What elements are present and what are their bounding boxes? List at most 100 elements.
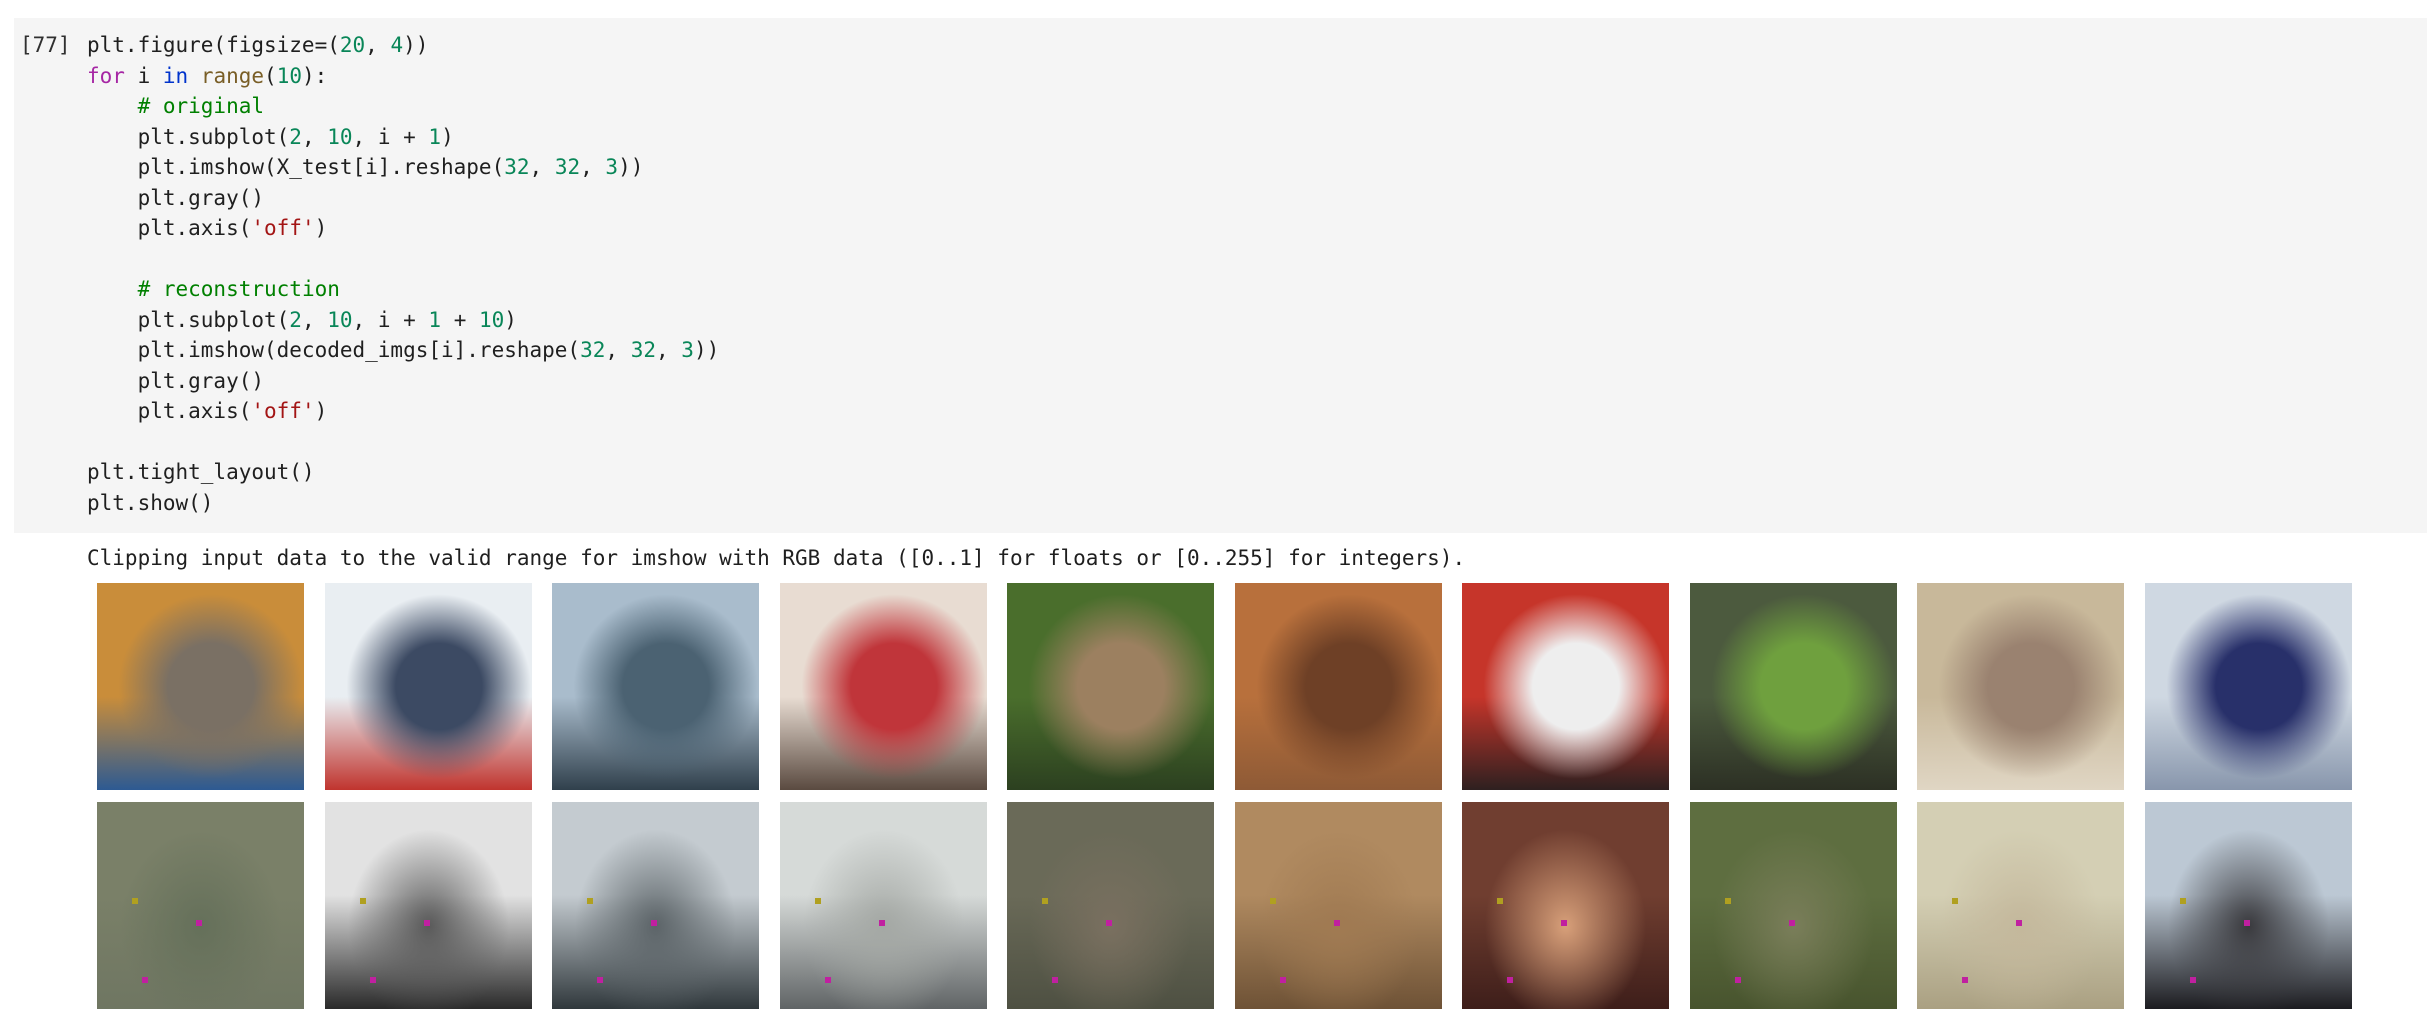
code-line — [87, 427, 719, 458]
reconstructed-image-2 — [325, 802, 532, 1009]
code-token: , — [655, 338, 682, 362]
code-line: plt.show() — [87, 488, 719, 519]
code-line: for i in range(10): — [87, 61, 719, 92]
code-token: , — [301, 124, 328, 149]
artifact-pixel — [1962, 977, 1968, 983]
code-token: 10 — [327, 307, 353, 332]
code-editor[interactable]: plt.figure(figsize=(20, 4)) for i in rang… — [87, 30, 719, 518]
original-image-9 — [1917, 583, 2124, 790]
code-token: 32 — [580, 338, 606, 362]
code-token: 20 — [339, 33, 366, 57]
code-line: plt.imshow(decoded_imgs[i].reshape(32, 3… — [87, 335, 720, 366]
artifact-pixel — [2190, 977, 2196, 983]
artifact-pixel — [360, 898, 366, 904]
code-token: ) — [314, 399, 328, 423]
artifact-pixel — [1270, 898, 1276, 904]
original-image-5 — [1007, 583, 1214, 790]
code-line: plt.figure(figsize=(20, 4)) — [87, 30, 719, 61]
artifact-pixel — [196, 920, 202, 926]
code-token: 10 — [327, 124, 353, 149]
reconstructed-image-1 — [97, 802, 304, 1009]
code-line: plt.subplot(2, 10, i + 1) — [87, 122, 719, 153]
artifact-pixel — [1334, 920, 1340, 926]
artifact-pixel — [1052, 977, 1058, 983]
artifact-pixel — [1952, 898, 1958, 904]
code-token: 2 — [289, 307, 302, 332]
code-token: )) — [693, 338, 720, 362]
artifact-pixel — [1561, 920, 1567, 926]
artifact-pixel — [1042, 898, 1048, 904]
code-token: ): — [302, 63, 328, 88]
code-token: plt.show() — [87, 490, 214, 515]
original-image-7 — [1462, 583, 1669, 790]
code-token — [87, 277, 138, 301]
artifact-pixel — [1735, 977, 1741, 983]
code-cell-input[interactable] — [14, 18, 2427, 533]
code-token: 1 — [428, 307, 442, 332]
artifact-pixel — [1507, 977, 1513, 983]
artifact-pixel — [2016, 920, 2022, 926]
reconstructed-image-7 — [1462, 802, 1669, 1009]
artifact-pixel — [2244, 920, 2250, 926]
original-image-6 — [1235, 583, 1442, 790]
artifact-pixel — [142, 977, 148, 983]
code-line: plt.gray() — [87, 183, 719, 214]
artifact-pixel — [597, 977, 603, 983]
code-token: 32 — [554, 155, 581, 179]
reconstructed-image-9 — [1917, 802, 2124, 1009]
code-token: , — [605, 338, 631, 362]
code-token: )) — [618, 155, 644, 179]
code-token: plt.subplot( — [87, 124, 290, 149]
code-token: plt.imshow(X_test[i].reshape( — [87, 155, 505, 179]
code-token — [87, 94, 138, 118]
code-line — [87, 244, 719, 275]
reconstructed-image-8 — [1690, 802, 1897, 1009]
original-images-row — [97, 583, 2365, 790]
code-token: , i + — [352, 124, 429, 149]
artifact-pixel — [587, 898, 593, 904]
code-token: + — [441, 307, 479, 332]
reconstructed-image-4 — [780, 802, 987, 1009]
code-token: plt.subplot( — [87, 307, 290, 332]
reconstructed-image-10 — [2145, 802, 2352, 1009]
artifact-pixel — [370, 977, 376, 983]
artifact-pixel — [651, 920, 657, 926]
code-token — [188, 64, 201, 88]
code-token: 1 — [428, 124, 442, 149]
code-token: 2 — [289, 124, 302, 149]
original-image-4 — [780, 583, 987, 790]
output-warning-text: Clipping input data to the valid range f… — [87, 546, 1466, 570]
code-token: # reconstruction — [137, 277, 340, 301]
code-line: plt.subplot(2, 10, i + 1 + 10) — [87, 305, 719, 336]
code-token: 4 — [390, 33, 404, 57]
reconstructed-image-6 — [1235, 802, 1442, 1009]
code-token: ) — [504, 307, 517, 332]
original-image-1 — [97, 583, 304, 790]
original-image-10 — [2145, 583, 2352, 790]
code-token: , — [365, 33, 391, 57]
code-token: in — [162, 63, 189, 88]
code-token: 'off' — [251, 216, 315, 240]
code-token: , i + — [352, 307, 429, 332]
code-token: plt.gray() — [87, 368, 265, 393]
code-token: i — [124, 63, 163, 88]
code-line: # original — [87, 91, 719, 122]
artifact-pixel — [1497, 898, 1503, 904]
code-line: plt.axis('off') — [87, 213, 719, 244]
code-token: ( — [264, 63, 277, 88]
reconstructed-image-3 — [552, 802, 759, 1009]
code-line: # reconstruction — [87, 274, 719, 305]
code-token: range — [200, 63, 265, 88]
code-line: plt.gray() — [87, 366, 719, 397]
original-image-8 — [1690, 583, 1897, 790]
code-token: 3 — [605, 155, 619, 179]
code-token: 10 — [276, 63, 302, 88]
code-token: # original — [137, 94, 265, 118]
artifact-pixel — [2180, 898, 2186, 904]
code-token: ) — [314, 216, 328, 240]
artifact-pixel — [825, 977, 831, 983]
artifact-pixel — [1725, 898, 1731, 904]
code-token: 'off' — [251, 399, 315, 423]
code-token: , — [580, 155, 606, 179]
artifact-pixel — [1789, 920, 1795, 926]
